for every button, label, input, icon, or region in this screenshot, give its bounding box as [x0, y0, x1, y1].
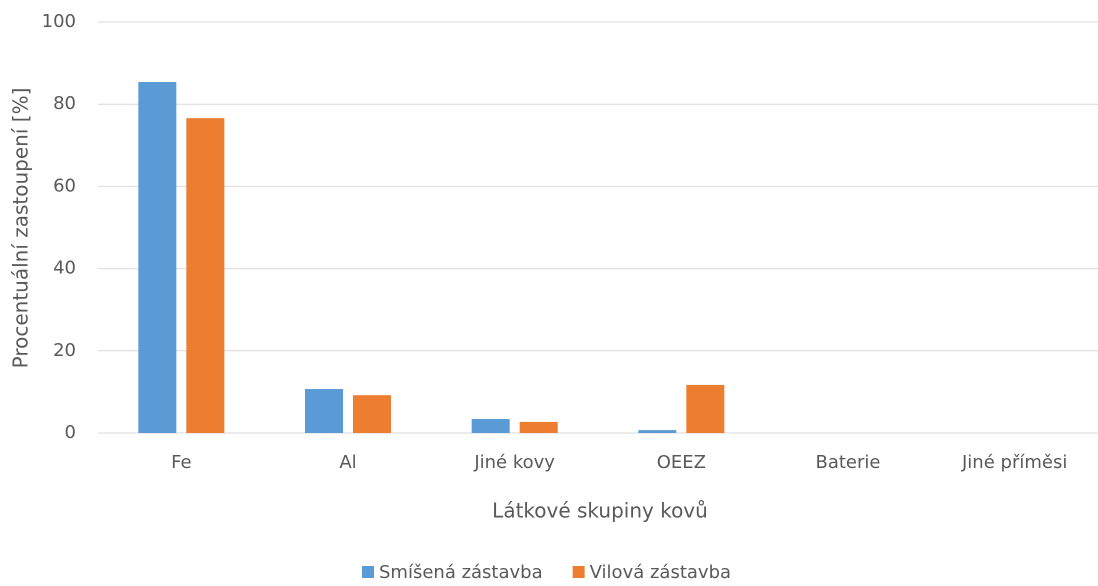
y-tick-label: 60: [53, 175, 76, 196]
bar: [686, 384, 725, 433]
legend-swatch: [572, 566, 585, 578]
x-tick-label: Jiné kovy: [473, 452, 555, 473]
x-tick-label: Fe: [171, 452, 191, 473]
legend-label: Smíšená zástavba: [379, 562, 543, 582]
bar: [138, 82, 177, 434]
y-tick-label: 0: [65, 422, 76, 443]
bar: [519, 421, 558, 433]
bar: [186, 118, 225, 433]
x-axis-title: Látkové skupiny kovů: [492, 499, 708, 523]
y-tick-label: 100: [42, 11, 76, 32]
bar: [638, 430, 677, 433]
x-tick-label: Jiné příměsi: [961, 452, 1067, 473]
y-tick-label: 40: [53, 258, 76, 279]
x-tick-label: Baterie: [816, 452, 881, 473]
y-tick-label: 20: [53, 340, 76, 361]
legend-swatch: [362, 566, 374, 578]
y-axis-title: Procentuální zastoupení [%]: [9, 88, 33, 369]
bar: [471, 419, 510, 433]
bar: [353, 395, 391, 433]
legend-label: Vilová zástavba: [590, 562, 731, 582]
x-tick-label: OEEZ: [657, 452, 706, 473]
y-tick-label: 80: [53, 93, 76, 114]
x-tick-label: Al: [339, 452, 356, 473]
bar: [305, 389, 343, 433]
